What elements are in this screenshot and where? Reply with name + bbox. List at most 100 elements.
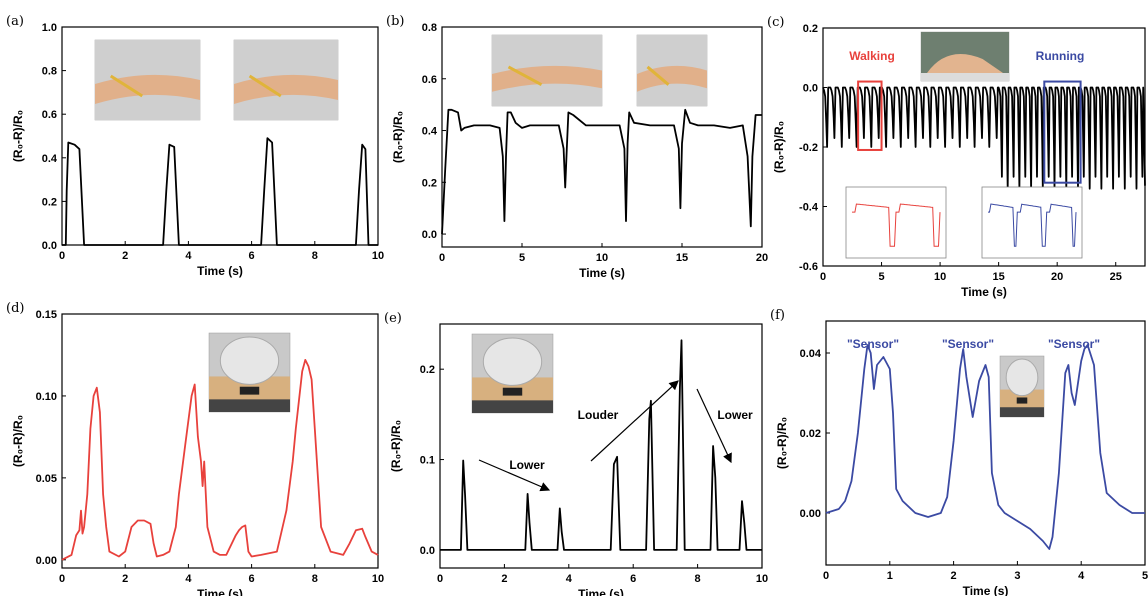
y-tick-label: 0.4 [42,153,58,165]
x-tick-label: 5 [1142,570,1148,582]
panel-label: (a) [6,14,24,29]
panel-e: 0 2 4 6 8 10 0.0 0.1 0.2 (e) Time (s) (R₀-R)/R₀ [384,311,768,596]
x-tick-label: 6 [249,250,255,262]
y-tick-label: 0.8 [422,22,437,34]
y-tick-label: 0.8 [42,66,57,78]
arm-flexed-photo [636,34,708,107]
x-tick-label: 8 [312,573,318,585]
x-tick-label: 1 [887,570,893,582]
y-tick-label: 0.2 [422,177,437,189]
lower-arrow [696,388,732,464]
running-zoom-inset [981,186,1083,259]
y-tick-label: -0.6 [799,261,818,273]
wrist-bent-photo [233,39,339,121]
y-tick-label: 0.10 [36,391,57,403]
walking-label: Walking [849,49,895,63]
x-tick-label: 20 [756,252,768,264]
wrist-relaxed-photo [94,39,201,121]
x-tick-label: 10 [756,573,768,585]
y-axis-label: (R₀-R)/R₀ [11,110,25,162]
arm-straight-photo [491,34,603,107]
lower-label: Lower [509,458,545,472]
running-highlight-box [1043,80,1082,184]
x-tick-label: 5 [878,271,884,283]
x-tick-label: 0 [439,252,445,264]
y-tick-label: -0.2 [799,142,818,154]
plot-frame [61,313,379,569]
y-tick-label: 0.2 [42,196,57,208]
panel-label: (d) [6,301,24,316]
x-tick-label: 2 [951,570,957,582]
series-line [825,344,1145,550]
x-tick-label: 15 [676,252,688,264]
inset-line [852,203,941,247]
y-axis-label: (R₀-R)/R₀ [391,111,405,163]
x-tick-label: 4 [185,573,192,585]
inset-line [988,203,1077,247]
panel-label: (f) [770,308,785,323]
x-axis-label: Time (s) [961,285,1007,299]
x-axis-label: Time (s) [963,584,1009,596]
y-tick-label: 0.00 [800,508,821,520]
y-axis-label: (R₀-R)/R₀ [772,121,786,173]
x-tick-label: 0 [59,573,65,585]
y-tick-label: 0.1 [420,455,435,467]
y-tick-label: 0.0 [42,240,57,252]
y-tick-label: 0.04 [800,348,822,360]
x-tick-label: 5 [519,252,525,264]
x-tick-label: 0 [437,573,443,585]
panel-d: 0 2 4 6 8 10 0.00 0.05 0.10 0.15 (d) Time (s) (R₀-R)… [6,301,384,596]
plot-frame [439,323,763,569]
panel-f: 0 1 2 3 4 5 0.00 0.02 0.04 (f) Time (s) (R₀-R)/R₀ [770,308,1148,596]
x-tick-label: 10 [934,271,946,283]
x-tick-label: 25 [1110,271,1122,283]
panel-label: (b) [386,14,404,29]
y-axis-label: (R₀-R)/R₀ [11,415,25,467]
y-tick-label: 0.2 [420,364,435,376]
panel-label: (c) [767,15,784,30]
x-tick-label: 0 [823,570,829,582]
y-axis-label: (R₀-R)/R₀ [389,420,403,472]
y-tick-label: 1.0 [42,22,57,34]
y-tick-label: 0.15 [36,309,57,321]
series-line [61,358,379,561]
y-tick-label: 0.2 [803,23,818,35]
x-tick-label: 15 [993,271,1005,283]
y-tick-label: 0.02 [800,428,821,440]
running-label: Running [1036,49,1085,63]
x-tick-label: 2 [122,250,128,262]
x-tick-label: 0 [59,250,65,262]
plot-frame [825,320,1146,566]
y-tick-label: 0.6 [422,74,437,86]
x-tick-label: 0 [820,271,826,283]
y-tick-label: 0.0 [422,229,437,241]
y-tick-label: 0.0 [803,83,818,95]
throat-sensor-photo [471,333,554,414]
x-tick-label: 4 [566,573,573,585]
louder-label: Louder [578,408,619,422]
x-tick-label: 10 [372,573,384,585]
x-axis-label: Time (s) [579,266,625,280]
sensor-label: "Sensor" [1048,337,1100,351]
x-tick-label: 20 [1051,271,1063,283]
series-line [62,137,378,246]
lower-label: Lower [717,408,753,422]
lower-arrow [478,459,551,492]
series-line [441,108,762,235]
walking-highlight-box [857,80,883,151]
x-tick-label: 4 [185,250,192,262]
y-tick-label: 0.4 [422,126,438,138]
x-axis-label: Time (s) [578,587,624,596]
x-tick-label: 8 [312,250,318,262]
x-tick-label: 2 [122,573,128,585]
series-line [440,339,762,551]
y-tick-label: 0.6 [42,109,57,121]
x-tick-label: 2 [501,573,507,585]
y-tick-label: 0.0 [420,545,435,557]
throat-sensor-photo [999,355,1045,418]
x-axis-label: Time (s) [197,587,243,596]
foot-photo [920,31,1010,82]
panel-label: (e) [384,311,402,326]
x-tick-label: 10 [596,252,608,264]
